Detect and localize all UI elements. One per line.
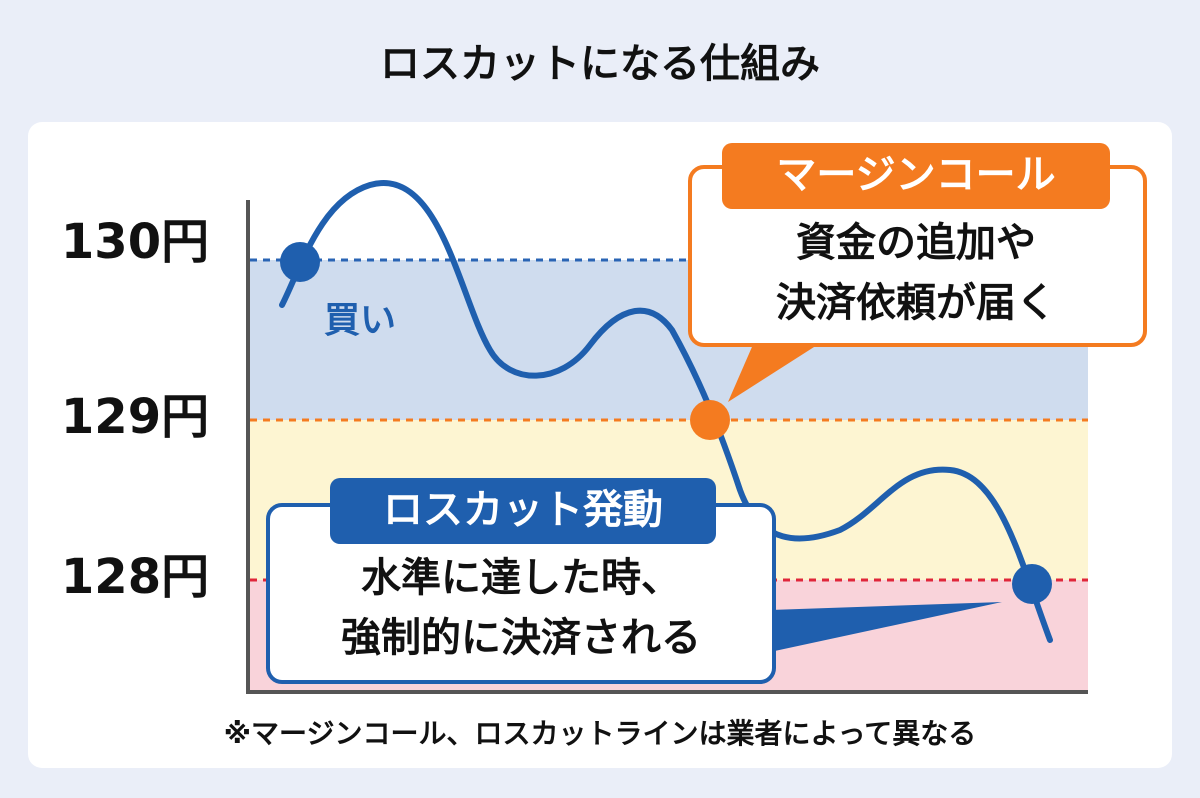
footnote: ※マージンコール、ロスカットラインは業者によって異なる [224, 717, 976, 750]
y-label: 130円 [61, 214, 209, 270]
title: ロスカットになる仕組み [380, 41, 820, 87]
losscut-header: ロスカット発動 [383, 487, 663, 533]
buy-label: 買い [324, 300, 396, 341]
y-label: 128円 [61, 549, 209, 605]
margin-point [690, 400, 730, 440]
margin-header: マージンコール [776, 152, 1055, 198]
buy-point [280, 242, 320, 282]
margin-header-box [722, 143, 1110, 209]
losscut-text: 水準に達した時、 [361, 555, 681, 601]
margin-text: 決済依頼が届く [776, 280, 1056, 326]
margin-tail [728, 340, 825, 402]
margin-text: 資金の追加や [796, 220, 1036, 266]
losscut-header-box [330, 478, 716, 544]
losscut-tail [770, 602, 1002, 652]
losscut-text: 強制的に決済される [341, 615, 701, 661]
losscut-point [1012, 564, 1052, 604]
price-line [279, 180, 1053, 643]
y-label: 129円 [61, 389, 209, 445]
axes [246, 200, 1088, 694]
